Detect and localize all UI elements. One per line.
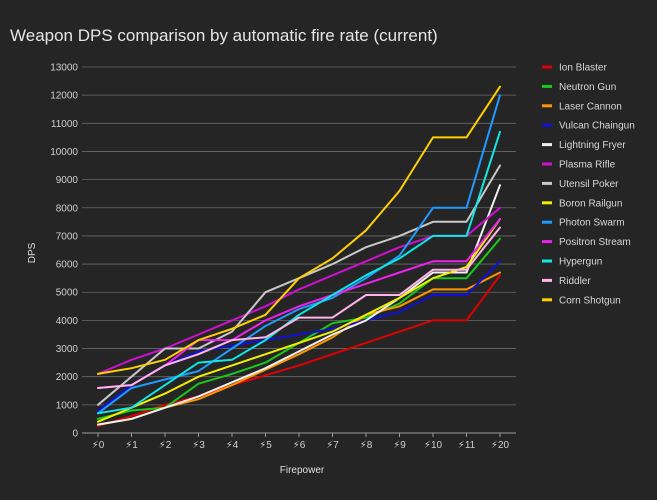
x-tick-label: ⚡3 [192,440,205,451]
y-tick-label: 3000 [56,344,79,355]
y-tick-label: 12000 [50,91,78,102]
x-tick-label: ⚡20 [491,440,510,451]
y-tick-layer: 0 1000 2000 3000 4000 5000 6000 7000 8000 9000 100… [50,63,78,440]
y-tick-label: 7000 [56,231,79,242]
y-tick-label: 5000 [56,288,79,299]
x-tick-label: ⚡5 [259,440,272,451]
legend-label-hypergun: Hypergun [559,257,602,268]
series-line-lightning-fryer [97,184,501,426]
chart-title: Weapon DPS comparison by automatic fire … [10,26,438,45]
legend-label-laser-cannon: Laser Cannon [559,101,622,112]
legend-label-photon-swarm: Photon Swarm [559,218,625,229]
x-tick-label: ⚡1 [125,440,138,451]
y-axis-label: DPS [27,242,38,263]
legend-label-utensil-poker: Utensil Poker [559,179,619,190]
y-tick-label: 13000 [50,63,78,74]
x-tick-label: ⚡6 [293,440,306,451]
y-tick-label: 1000 [56,400,79,411]
x-tick-label: ⚡7 [326,440,339,451]
y-tick-label: 0 [72,429,78,440]
x-tick-layer: ⚡0 ⚡1 ⚡2 ⚡3 ⚡4 ⚡5 ⚡6 ⚡7 ⚡8 ⚡9 ⚡10 ⚡11 ⚡20 [92,433,510,451]
y-tick-label: 4000 [56,316,79,327]
legend-label-neutron-gun: Neutron Gun [559,82,616,93]
y-tick-label: 10000 [50,147,78,158]
series-line-ion-blaster [97,274,501,427]
x-tick-label: ⚡11 [458,440,476,451]
y-tick-label: 6000 [56,260,79,271]
x-tick-label: ⚡4 [226,440,239,451]
series-line-riddler [97,226,501,389]
y-tick-label: 11000 [51,119,79,130]
grid-layer [82,66,516,434]
legend-label-positron-stream: Positron Stream [559,237,631,248]
x-tick-label: ⚡2 [159,440,172,451]
legend-label-lightning-fryer: Lightning Fryer [559,140,626,151]
legend-label-ion-blaster: Ion Blaster [559,63,607,74]
x-axis-label: Firepower [280,465,325,476]
x-tick-label: ⚡10 [424,440,443,451]
x-tick-label: ⚡8 [360,440,373,451]
legend: Ion Blaster Neutron Gun Laser Cannon Vulcan… [542,63,635,306]
series-line-boron-railgun [97,218,501,423]
y-tick-label: 8000 [56,203,79,214]
series-line-hypergun [97,130,501,415]
legend-label-boron-railgun: Boron Railgun [559,198,622,209]
x-tick-label: ⚡9 [393,440,406,451]
legend-label-riddler: Riddler [559,276,591,287]
legend-label-corn-shotgun: Corn Shotgun [559,295,621,306]
series-line-corn-shotgun [97,85,501,375]
x-tick-label: ⚡0 [92,440,105,451]
series-layer [97,85,501,427]
y-tick-label: 2000 [56,372,79,383]
y-tick-label: 9000 [56,175,79,186]
legend-label-vulcan-chaingun: Vulcan Chaingun [559,121,635,132]
legend-label-plasma-rifle: Plasma Rifle [559,160,616,171]
series-line-photon-swarm [97,94,501,415]
